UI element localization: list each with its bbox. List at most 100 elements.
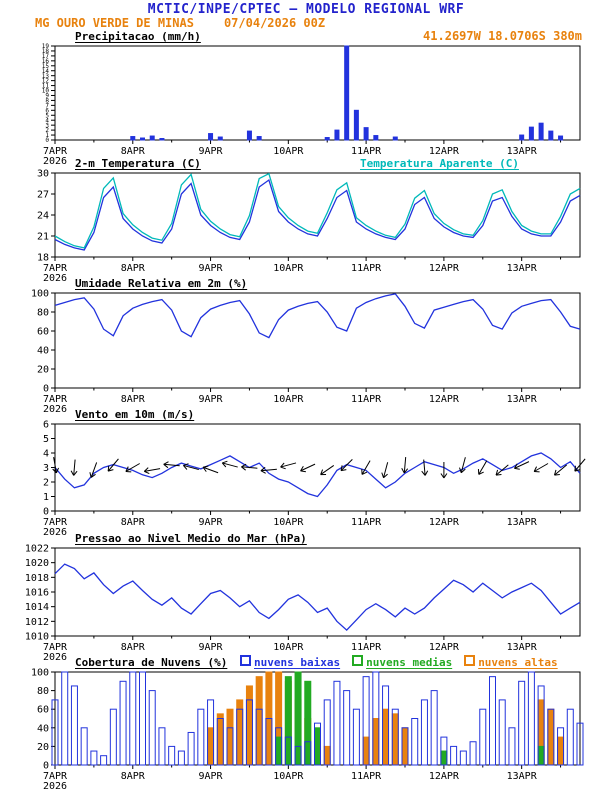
- svg-text:13: 13: [42, 73, 50, 80]
- wind-barb-icon: [241, 463, 258, 471]
- svg-text:8APR: 8APR: [121, 642, 146, 653]
- legend-apparent-temperature: Temperatura Aparente (C): [360, 157, 519, 170]
- svg-text:8APR: 8APR: [121, 263, 146, 274]
- legend-low-clouds: nuvens baixas: [240, 655, 340, 669]
- panel-title-humidity: Umidade Relativa em 2m (%): [75, 277, 248, 290]
- svg-text:15: 15: [42, 63, 50, 70]
- svg-text:20: 20: [37, 365, 49, 376]
- svg-text:0: 0: [43, 384, 49, 395]
- svg-text:8APR: 8APR: [121, 517, 146, 528]
- svg-text:7APR: 7APR: [43, 394, 68, 405]
- svg-text:80: 80: [37, 686, 49, 697]
- svg-text:1010: 1010: [25, 632, 49, 643]
- wind-barb-icon: [143, 467, 161, 475]
- svg-text:10APR: 10APR: [273, 263, 304, 274]
- svg-text:12APR: 12APR: [429, 517, 460, 528]
- wind-barb-icon: [89, 462, 98, 478]
- svg-text:1018: 1018: [25, 573, 49, 584]
- panel-precipitation: 0123456789101112131415161718197APR20268A…: [42, 43, 581, 167]
- svg-text:8APR: 8APR: [121, 394, 146, 405]
- svg-text:7APR: 7APR: [43, 517, 68, 528]
- svg-text:12APR: 12APR: [429, 146, 460, 157]
- svg-text:10APR: 10APR: [273, 394, 304, 405]
- wind-barb-icon: [221, 460, 238, 468]
- wind-barb-icon: [421, 459, 429, 476]
- svg-text:12APR: 12APR: [429, 642, 460, 653]
- svg-text:16: 16: [42, 58, 50, 65]
- wind-barb-icon: [574, 458, 586, 472]
- svg-text:2026: 2026: [43, 527, 67, 538]
- svg-text:8APR: 8APR: [121, 771, 146, 782]
- svg-text:2026: 2026: [43, 652, 67, 663]
- svg-text:11APR: 11APR: [351, 642, 382, 653]
- wind-barb-icon: [70, 459, 78, 476]
- svg-text:10APR: 10APR: [273, 517, 304, 528]
- svg-text:0: 0: [43, 761, 49, 772]
- station-line: MG OURO VERDE DE MINAS 07/04/2026 00Z: [35, 16, 325, 30]
- svg-text:4: 4: [45, 117, 49, 124]
- svg-text:12APR: 12APR: [429, 771, 460, 782]
- wind-barb-icon: [300, 463, 316, 473]
- svg-text:13APR: 13APR: [507, 146, 538, 157]
- svg-text:11APR: 11APR: [351, 394, 382, 405]
- run-datetime: 07/04/2026 00Z: [223, 16, 326, 30]
- svg-text:24: 24: [37, 211, 49, 222]
- wind-barb-icon: [182, 463, 199, 471]
- svg-text:2026: 2026: [43, 273, 67, 284]
- svg-text:10APR: 10APR: [273, 771, 304, 782]
- svg-text:12: 12: [42, 78, 50, 85]
- wind-barb-icon: [340, 458, 353, 472]
- svg-text:11APR: 11APR: [351, 771, 382, 782]
- wind-barb-icon: [125, 463, 140, 473]
- svg-text:8APR: 8APR: [121, 146, 146, 157]
- panel-title-clouds: Cobertura de Nuvens (%): [75, 656, 228, 669]
- svg-text:100: 100: [31, 668, 49, 679]
- mid-clouds-swatch-icon: [352, 655, 364, 666]
- svg-text:11APR: 11APR: [351, 263, 382, 274]
- svg-text:13APR: 13APR: [507, 517, 538, 528]
- svg-text:1012: 1012: [25, 617, 49, 628]
- svg-text:9: 9: [45, 93, 49, 100]
- svg-text:40: 40: [37, 346, 49, 357]
- svg-text:7APR: 7APR: [43, 642, 68, 653]
- svg-text:0: 0: [43, 507, 49, 518]
- svg-text:5: 5: [43, 434, 49, 445]
- wind-barb-icon: [280, 462, 297, 470]
- svg-text:1020: 1020: [25, 558, 49, 569]
- svg-text:30: 30: [37, 169, 49, 180]
- wind-barb-icon: [477, 460, 488, 475]
- svg-text:19: 19: [42, 43, 50, 50]
- wind-barb-icon: [440, 462, 448, 479]
- svg-text:2026: 2026: [43, 156, 67, 167]
- svg-text:10: 10: [42, 88, 50, 95]
- svg-text:3: 3: [43, 463, 49, 474]
- svg-text:11APR: 11APR: [351, 517, 382, 528]
- wind-barb-icon: [459, 457, 466, 474]
- wind-barb-icon: [553, 464, 568, 476]
- svg-text:2: 2: [45, 127, 49, 134]
- svg-text:17: 17: [42, 53, 50, 60]
- wind-barb-icon: [495, 464, 509, 476]
- station-coordinates: 41.2697W 18.0706S 380m: [423, 29, 582, 43]
- svg-text:60: 60: [37, 327, 49, 338]
- svg-text:21: 21: [37, 232, 49, 243]
- svg-text:80: 80: [37, 308, 49, 319]
- cloud-legend: nuvens baixas nuvens medias nuvens altas: [240, 655, 558, 669]
- svg-text:2026: 2026: [43, 781, 67, 792]
- wind-barb-icon: [381, 462, 389, 479]
- svg-text:18: 18: [42, 48, 50, 55]
- svg-text:60: 60: [37, 705, 49, 716]
- svg-text:12APR: 12APR: [429, 263, 460, 274]
- svg-text:5: 5: [45, 112, 49, 119]
- legend-high-clouds: nuvens altas: [464, 655, 558, 669]
- svg-text:3: 3: [45, 122, 49, 129]
- svg-text:27: 27: [37, 190, 49, 201]
- svg-text:0: 0: [45, 137, 49, 144]
- low-clouds-swatch-icon: [240, 655, 251, 666]
- wind-barb-icon: [320, 465, 335, 476]
- svg-text:6: 6: [45, 107, 49, 114]
